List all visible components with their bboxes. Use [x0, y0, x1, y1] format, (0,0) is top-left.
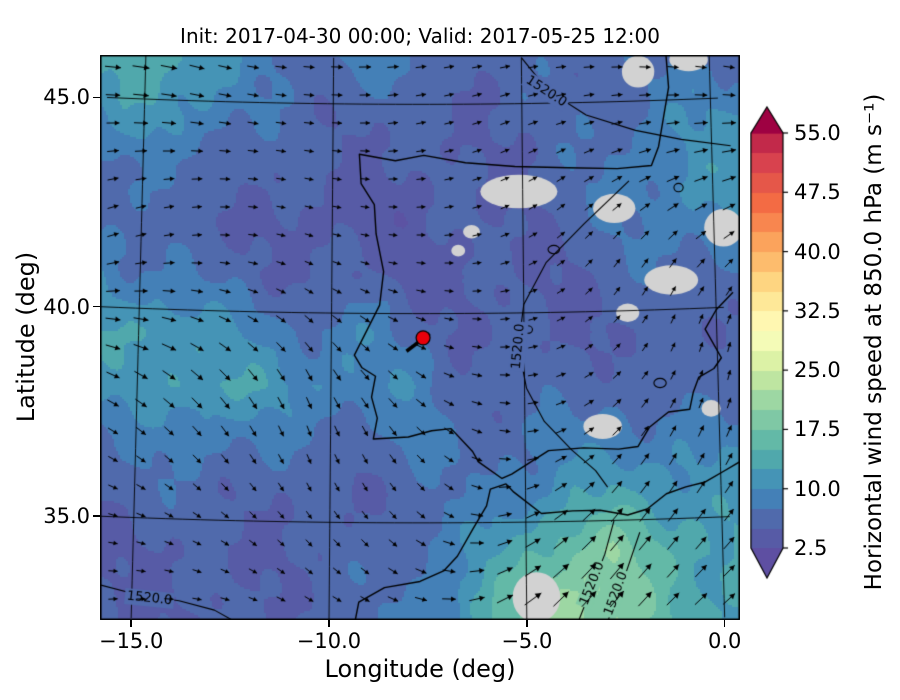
y-axis-label: Latitude (deg): [12, 251, 40, 423]
colorbar-tick-label: 55.0: [794, 121, 841, 145]
x-tick-label: 0.0: [707, 629, 742, 653]
x-tick-mark: [328, 620, 330, 627]
map-plot-area: [100, 55, 740, 620]
colorbar-tick-label: 47.5: [794, 180, 841, 205]
colorbar-label: Horizontal wind speed at 850.0 hPa (m s⁻…: [861, 93, 887, 591]
y-tick-mark: [93, 515, 100, 517]
y-tick-label: 45.0: [43, 85, 90, 110]
colorbar-tick-label: 25.0: [794, 358, 841, 383]
x-tick-mark: [526, 620, 528, 627]
colorbar-tick-label: 10.0: [794, 476, 841, 501]
x-tick-mark: [130, 620, 132, 627]
y-tick-mark: [93, 96, 100, 99]
x-tick-label: −5.0: [501, 629, 553, 653]
x-axis-label: Longitude (deg): [324, 655, 516, 683]
colorbar-tick-label: 17.5: [794, 417, 841, 442]
x-tick-label: −15.0: [98, 629, 164, 653]
wind-map-canvas: [100, 55, 740, 620]
y-tick-label: 35.0: [43, 503, 90, 528]
x-tick-label: −10.0: [296, 629, 362, 653]
x-tick-mark: [723, 620, 726, 627]
y-tick-mark: [93, 305, 100, 308]
plot-title: Init: 2017-04-30 00:00; Valid: 2017-05-2…: [180, 24, 660, 48]
colorbar-tick-label: 2.5: [794, 536, 828, 560]
y-tick-label: 40.0: [43, 294, 90, 319]
colorbar: [750, 105, 790, 580]
colorbar-tick-label: 40.0: [794, 239, 841, 264]
colorbar-tick-label: 32.5: [794, 298, 841, 323]
